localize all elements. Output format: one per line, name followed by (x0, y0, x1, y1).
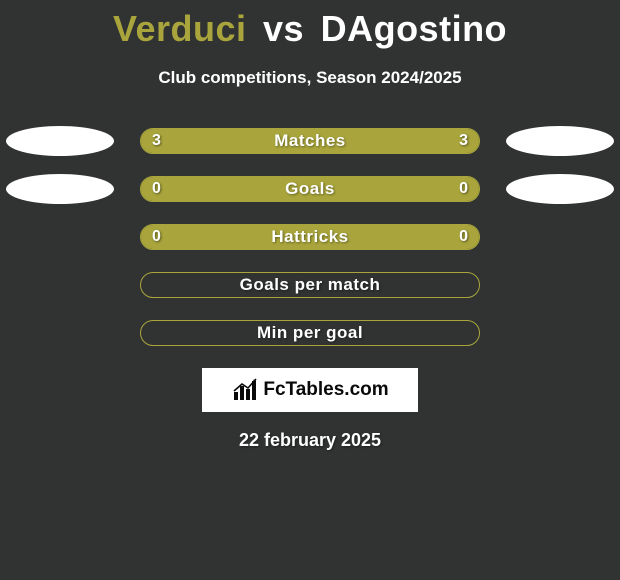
fctables-logo: FcTables.com (202, 368, 418, 412)
stat-value-right: 0 (459, 176, 468, 202)
stat-row: Goals per match (0, 272, 620, 298)
player2-marker (506, 174, 614, 204)
player1-marker (6, 126, 114, 156)
stat-pill: Hattricks (140, 224, 480, 250)
stat-row: Hattricks0 0 (0, 224, 620, 250)
stat-pill: Goals per match (140, 272, 480, 298)
date-text: 22 february 2025 (0, 430, 620, 451)
player1-name: Verduci (113, 8, 247, 49)
stat-label: Matches (141, 129, 479, 153)
stat-value-left: 3 (152, 128, 161, 154)
comparison-title: Verduci vs DAgostino (0, 0, 620, 50)
stat-label: Goals per match (141, 273, 479, 297)
stat-value-left: 0 (152, 176, 161, 202)
stat-label: Hattricks (141, 225, 479, 249)
stat-pill: Min per goal (140, 320, 480, 346)
player2-name: DAgostino (321, 8, 507, 49)
stat-row: Goals0 0 (0, 176, 620, 202)
player1-marker (6, 174, 114, 204)
stat-label: Goals (141, 177, 479, 201)
stat-row: Min per goal (0, 320, 620, 346)
stat-pill: Goals (140, 176, 480, 202)
stat-label: Min per goal (141, 321, 479, 345)
stat-rows: Matches33Goals00Hattricks00Goals per mat… (0, 128, 620, 346)
vs-text: vs (263, 8, 304, 49)
stat-value-right: 3 (459, 128, 468, 154)
logo-text: FcTables.com (263, 379, 388, 401)
bars-icon (231, 378, 259, 402)
stat-value-left: 0 (152, 224, 161, 250)
stat-value-right: 0 (459, 224, 468, 250)
stat-pill: Matches (140, 128, 480, 154)
player2-marker (506, 126, 614, 156)
stat-row: Matches3 3 (0, 128, 620, 154)
subtitle: Club competitions, Season 2024/2025 (0, 68, 620, 88)
